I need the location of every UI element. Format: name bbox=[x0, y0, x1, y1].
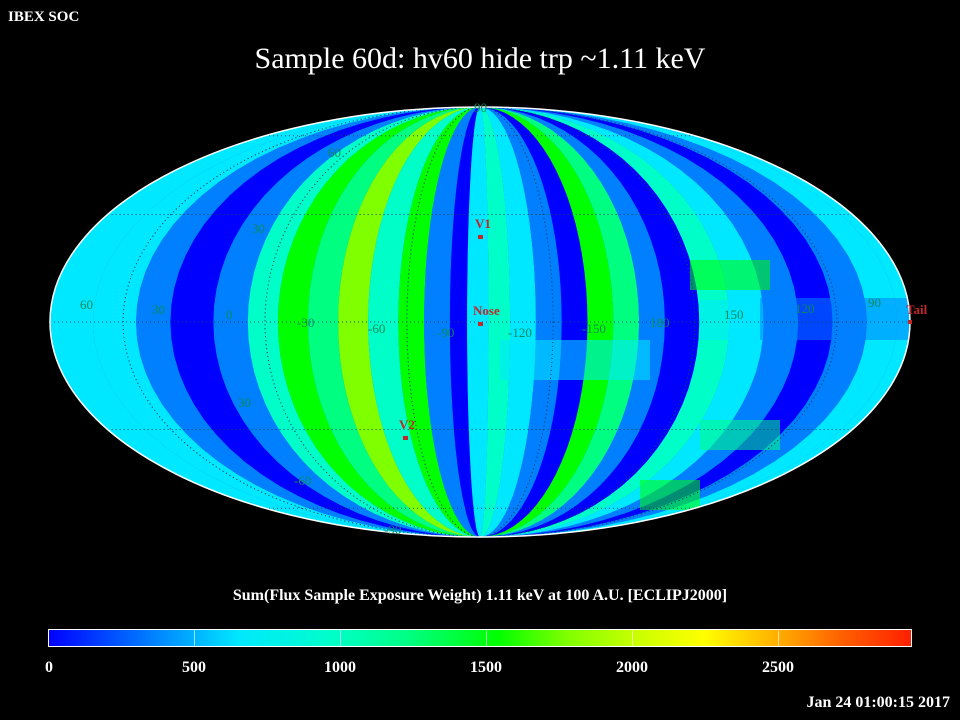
colorbar-tick bbox=[778, 629, 779, 647]
lon-label-90: 90 bbox=[868, 295, 881, 310]
colorbar-label-2000: 2000 bbox=[616, 659, 648, 676]
flux-band bbox=[480, 107, 640, 537]
marker-v1: V1 bbox=[475, 216, 491, 239]
colorbar-tick bbox=[632, 629, 633, 647]
flux-band bbox=[480, 107, 511, 537]
colorbar-caption: Sum(Flux Sample Exposure Weight) 1.11 ke… bbox=[232, 587, 728, 604]
marker-v2: V2 bbox=[399, 417, 415, 440]
flux-band bbox=[308, 107, 480, 537]
colorbar bbox=[48, 629, 912, 647]
marker-v2-label: V2 bbox=[399, 417, 415, 432]
lon-label-180: 180 bbox=[650, 315, 670, 330]
marker-v1-label: V1 bbox=[475, 216, 491, 231]
lon-label-30: 30 bbox=[152, 302, 165, 317]
colorbar-label-500: 500 bbox=[182, 659, 206, 676]
colorbar-label-2500: 2500 bbox=[762, 659, 794, 676]
lon-label-minus150: -150 bbox=[582, 321, 606, 336]
lat-label-60: 60 bbox=[328, 145, 341, 160]
lon-label-0: 0 bbox=[226, 307, 233, 322]
marker-tail-label: Tail bbox=[906, 302, 928, 317]
meridian-line bbox=[122, 107, 838, 537]
colorbar-label-0: 0 bbox=[45, 659, 53, 676]
lat-label-30: 30 bbox=[252, 221, 265, 236]
lon-label-150: 150 bbox=[724, 307, 744, 322]
flux-band bbox=[449, 107, 480, 537]
flux-patch bbox=[700, 420, 780, 450]
flux-patch bbox=[760, 298, 910, 340]
lon-label-minus90: -90 bbox=[437, 325, 454, 340]
marker-tail: Tail bbox=[906, 302, 928, 324]
app-label: IBEX SOC bbox=[8, 9, 80, 25]
meridian-line bbox=[406, 107, 554, 537]
flux-band bbox=[480, 107, 665, 537]
flux-band bbox=[338, 107, 480, 537]
colorbar-tick bbox=[340, 629, 341, 647]
meridian-line bbox=[264, 107, 696, 537]
longitude-labels: 60 30 0 -30 -60 -90 -120 -150 180 150 12… bbox=[80, 295, 881, 340]
latitude-labels: 90 60 30 30 -60 -90 bbox=[238, 100, 487, 537]
flux-band bbox=[480, 107, 562, 537]
marker-nose-dot bbox=[478, 322, 483, 326]
flux-band bbox=[398, 107, 480, 537]
lat-label-minus60: -60 bbox=[294, 473, 311, 488]
flux-band bbox=[480, 107, 536, 537]
graticule bbox=[50, 107, 910, 537]
flux-band bbox=[480, 107, 588, 537]
marker-v2-dot bbox=[403, 436, 408, 440]
flux-patch bbox=[500, 340, 650, 380]
flux-patch bbox=[640, 480, 700, 510]
lon-label-minus120: -120 bbox=[508, 325, 532, 340]
colorbar-tick bbox=[486, 629, 487, 647]
map-title: Sample 60d: hv60 hide trp ~1.11 keV bbox=[254, 42, 706, 75]
flux-band bbox=[424, 107, 480, 537]
marker-nose: Nose bbox=[473, 303, 500, 326]
lat-label-minus30: 30 bbox=[238, 395, 251, 410]
marker-tail-dot bbox=[908, 320, 912, 324]
marker-v1-dot bbox=[478, 235, 483, 239]
lat-label-minus90: -90 bbox=[384, 522, 401, 537]
flux-patch bbox=[700, 300, 760, 340]
flux-patches bbox=[500, 260, 910, 510]
colorbar-tick bbox=[194, 629, 195, 647]
colorbar-label-1500: 1500 bbox=[470, 659, 502, 676]
lon-label-minus30: -30 bbox=[297, 315, 314, 330]
marker-nose-label: Nose bbox=[473, 303, 500, 318]
timestamp: Jan 24 01:00:15 2017 bbox=[806, 694, 950, 711]
lon-label-60: 60 bbox=[80, 297, 93, 312]
flux-patch bbox=[690, 260, 770, 290]
colorbar-label-1000: 1000 bbox=[324, 659, 356, 676]
lat-label-90: 90 bbox=[474, 100, 487, 115]
lon-label-minus60: -60 bbox=[368, 321, 385, 336]
lon-label-120: 120 bbox=[795, 301, 815, 316]
